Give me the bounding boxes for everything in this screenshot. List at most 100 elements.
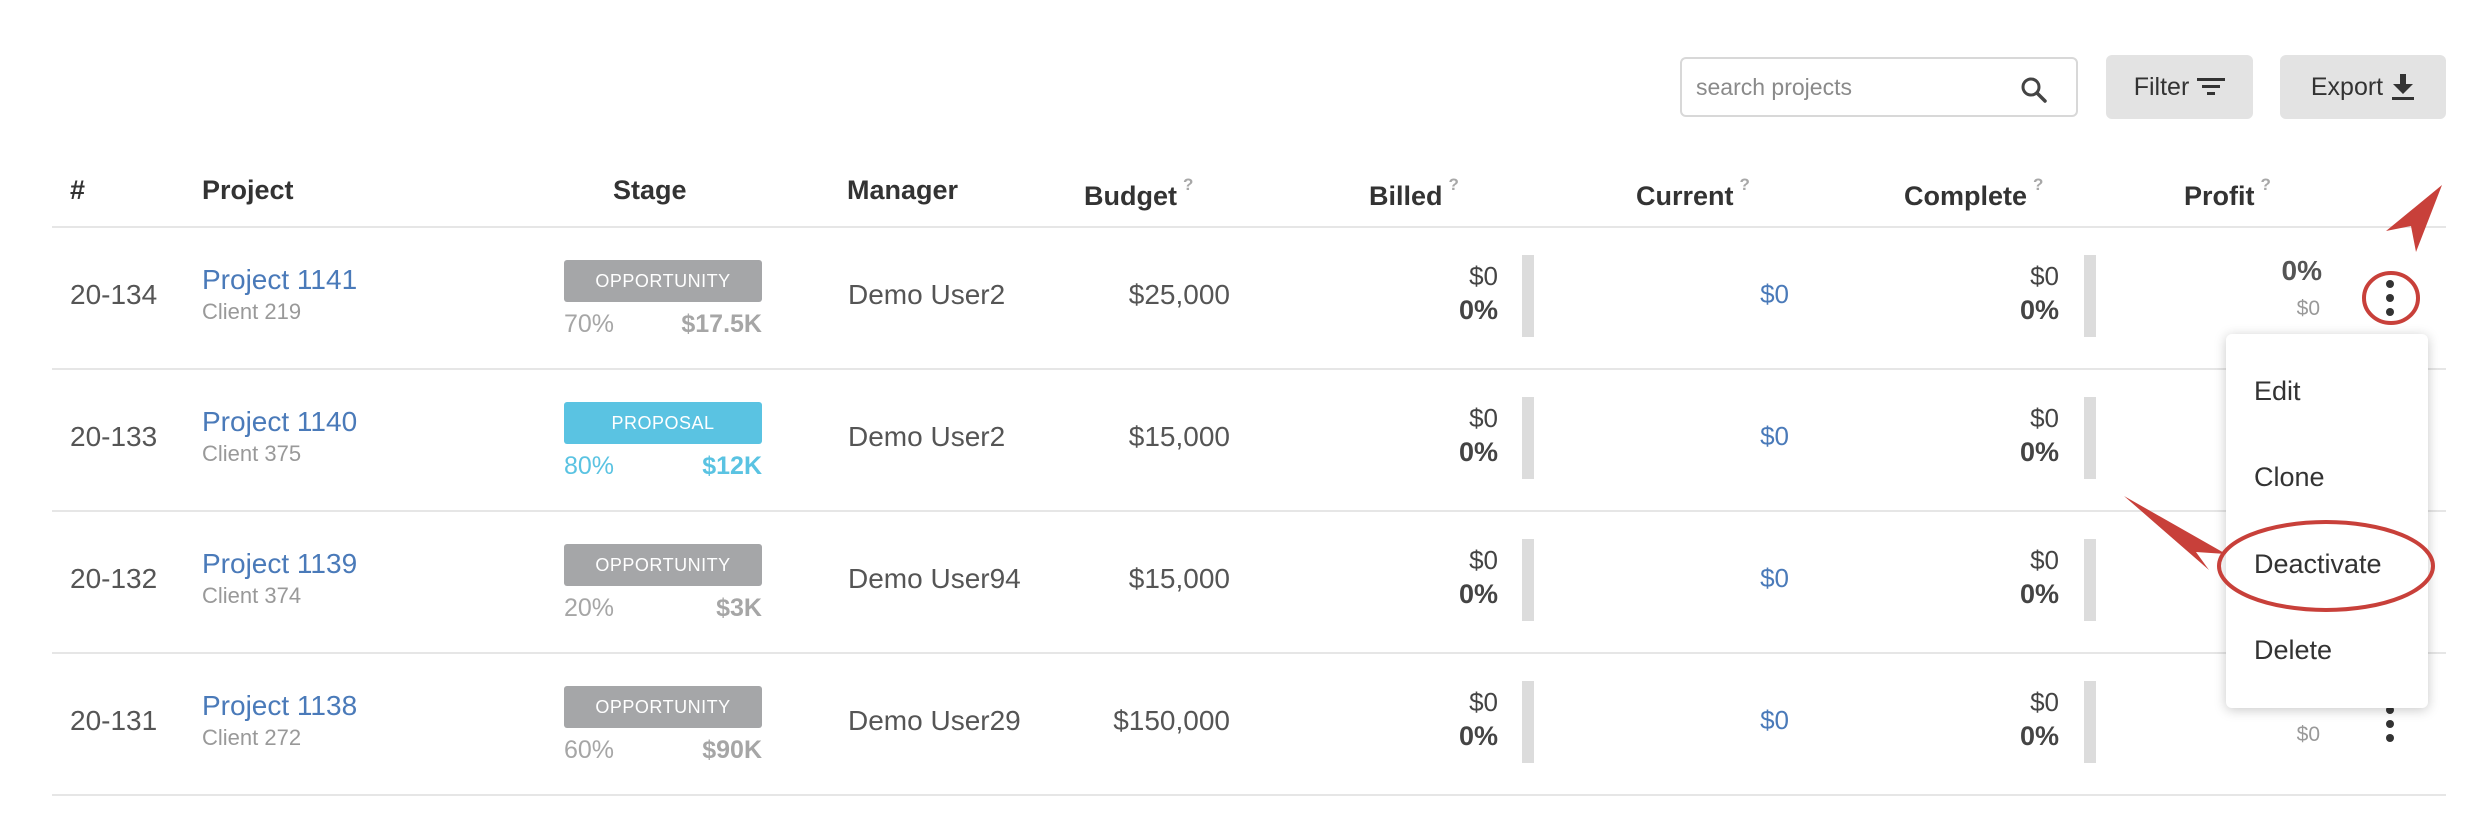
search-icon[interactable] [2019, 75, 2049, 105]
billed-percent: 0% [1458, 437, 1498, 467]
complete-help-icon[interactable]: ? [2033, 175, 2044, 194]
table-row: 20-131 Project 1138 Client 272 OPPORTUNI… [0, 653, 2486, 795]
manager-name: Demo User2 [848, 279, 1006, 310]
stage-badge[interactable]: OPPORTUNITY [564, 544, 762, 586]
row-divider [52, 794, 2446, 796]
project-number: 20-131 [70, 705, 158, 736]
search-input[interactable] [1682, 59, 2016, 115]
column-header-billed-label: Billed [1369, 181, 1443, 211]
menu-item-deactivate[interactable]: Deactivate [2254, 549, 2382, 579]
project-link[interactable]: Project 1141 [202, 264, 358, 295]
column-header-profit-label: Profit [2184, 181, 2255, 211]
complete-progress-bar [2084, 681, 2096, 763]
billed-amount: $0 [1469, 261, 1498, 291]
profit-help-icon[interactable]: ? [2260, 175, 2271, 194]
project-link[interactable]: Project 1140 [202, 406, 358, 437]
table-row: 20-132 Project 1139 Client 374 OPPORTUNI… [0, 511, 2486, 653]
project-number: 20-133 [70, 421, 158, 452]
row-actions-menu: Edit Clone Deactivate Delete [2226, 334, 2428, 708]
more-vertical-icon[interactable] [2370, 696, 2410, 752]
column-header-current[interactable]: Current? [1636, 175, 1750, 212]
billed-percent: 0% [1458, 721, 1498, 751]
manager-name: Demo User94 [848, 563, 1021, 594]
profit-percent: 0% [2281, 255, 2322, 286]
complete-amount: $0 [2030, 403, 2059, 433]
column-header-complete-label: Complete [1904, 181, 2028, 211]
stage-probability: 60% [564, 736, 615, 764]
billed-percent: 0% [1458, 295, 1498, 325]
search-box[interactable] [1680, 57, 2078, 117]
billed-amount: $0 [1469, 545, 1498, 575]
menu-item-edit[interactable]: Edit [2254, 376, 2301, 406]
stage-probability: 80% [564, 452, 615, 480]
stage-weighted-amount: $12K [702, 452, 762, 480]
column-header-complete[interactable]: Complete? [1904, 175, 2043, 212]
row-divider [52, 510, 2446, 512]
budget-value: $150,000 [1113, 705, 1230, 736]
complete-percent: 0% [2019, 721, 2059, 751]
billed-progress-bar [1522, 681, 1534, 763]
column-header-billed[interactable]: Billed? [1369, 175, 1459, 212]
menu-item-delete[interactable]: Delete [2254, 635, 2333, 665]
client-name: Client 375 [202, 441, 302, 466]
project-link[interactable]: Project 1138 [202, 690, 358, 721]
column-header-budget[interactable]: Budget? [1084, 175, 1193, 212]
filter-button-label: Filter [2133, 72, 2190, 101]
budget-value: $15,000 [1128, 563, 1230, 594]
billed-help-icon[interactable]: ? [1448, 175, 1459, 194]
stage-badge[interactable]: OPPORTUNITY [564, 260, 762, 302]
column-header-budget-label: Budget [1084, 181, 1177, 211]
current-help-icon[interactable]: ? [1739, 175, 1750, 194]
table-row: 20-133 Project 1140 Client 375 PROPOSAL … [0, 369, 2486, 511]
current-amount-link[interactable]: $0 [1760, 705, 1789, 735]
budget-value: $25,000 [1128, 279, 1230, 310]
more-vertical-icon[interactable] [2370, 270, 2410, 326]
stage-probability: 20% [564, 594, 615, 622]
project-link[interactable]: Project 1139 [202, 548, 358, 579]
filter-icon [2197, 78, 2226, 95]
billed-amount: $0 [1469, 403, 1498, 433]
current-amount-link[interactable]: $0 [1760, 279, 1789, 309]
column-header-stage[interactable]: Stage [613, 175, 687, 205]
project-number: 20-132 [70, 563, 158, 594]
client-name: Client 219 [202, 299, 302, 324]
column-header-project[interactable]: Project [202, 175, 294, 205]
stage-weighted-amount: $3K [716, 594, 762, 622]
export-button-label: Export [2310, 72, 2384, 101]
client-name: Client 272 [202, 725, 302, 750]
manager-name: Demo User2 [848, 421, 1006, 452]
stage-badge[interactable]: OPPORTUNITY [564, 686, 762, 728]
billed-progress-bar [1522, 539, 1534, 621]
header-divider [52, 226, 2446, 228]
complete-percent: 0% [2019, 579, 2059, 609]
billed-percent: 0% [1458, 579, 1498, 609]
complete-progress-bar [2084, 397, 2096, 479]
complete-amount: $0 [2030, 545, 2059, 575]
profit-amount: $0 [2296, 297, 2320, 320]
export-button[interactable]: Export [2280, 55, 2446, 119]
current-amount-link[interactable]: $0 [1760, 421, 1789, 451]
filter-button[interactable]: Filter [2106, 55, 2253, 119]
column-header-manager[interactable]: Manager [847, 175, 959, 205]
table-row: 20-134 Project 1141 Client 219 OPPORTUNI… [0, 227, 2486, 369]
complete-percent: 0% [2019, 437, 2059, 467]
stage-weighted-amount: $90K [702, 736, 762, 764]
billed-progress-bar [1522, 255, 1534, 337]
stage-badge[interactable]: PROPOSAL [564, 402, 762, 444]
row-divider [52, 652, 2446, 654]
billed-amount: $0 [1469, 687, 1498, 717]
billed-progress-bar [1522, 397, 1534, 479]
stage-probability: 70% [564, 310, 615, 338]
complete-amount: $0 [2030, 687, 2059, 717]
complete-amount: $0 [2030, 261, 2059, 291]
column-header-number: # [70, 175, 86, 205]
column-header-current-label: Current [1636, 181, 1734, 211]
complete-progress-bar [2084, 255, 2096, 337]
budget-help-icon[interactable]: ? [1182, 175, 1194, 194]
column-header-profit[interactable]: Profit? [2184, 175, 2271, 212]
stage-weighted-amount: $17.5K [681, 310, 762, 338]
menu-item-clone[interactable]: Clone [2254, 462, 2325, 492]
client-name: Client 374 [202, 583, 302, 608]
current-amount-link[interactable]: $0 [1760, 563, 1789, 593]
complete-progress-bar [2084, 539, 2096, 621]
